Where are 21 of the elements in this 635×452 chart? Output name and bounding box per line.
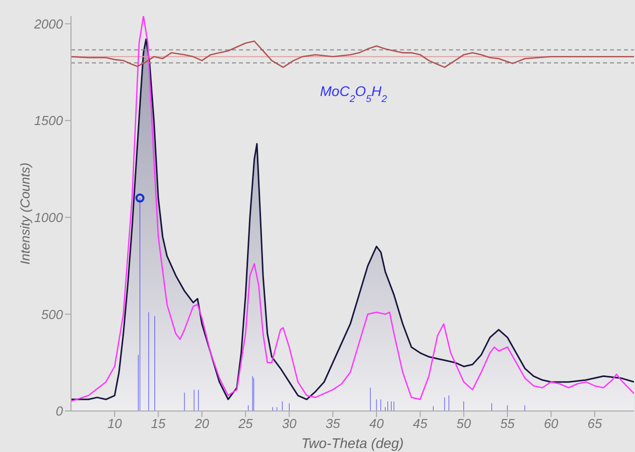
x-tick-label: 40 <box>369 416 384 432</box>
y-tick-label: 1000 <box>34 210 64 225</box>
x-tick-label: 25 <box>237 416 254 432</box>
x-tick-label: 15 <box>151 416 166 432</box>
x-tick-label: 60 <box>544 416 560 432</box>
x-axis-title: Two-Theta (deg) <box>301 435 404 451</box>
x-tick-label: 30 <box>282 416 298 432</box>
y-axis-title: Intensity (Counts) <box>18 162 33 264</box>
y-tick-label: 1500 <box>34 113 64 128</box>
x-tick-label: 65 <box>587 416 603 432</box>
x-tick-label: 20 <box>194 416 210 432</box>
x-tick-label: 10 <box>107 416 123 432</box>
y-tick-label: 2000 <box>33 16 64 32</box>
y-tick-label: 0 <box>56 404 64 419</box>
x-tick-label: 50 <box>456 416 472 432</box>
line-series <box>71 40 634 68</box>
annotation: MoC$_{2}$O$_{5}$H$_{2}$ <box>320 83 388 104</box>
y-tick-label: 500 <box>41 306 64 322</box>
x-tick-label: 45 <box>412 416 428 432</box>
x-tick-label: 55 <box>500 416 516 432</box>
x-tick-label: 35 <box>326 416 341 432</box>
